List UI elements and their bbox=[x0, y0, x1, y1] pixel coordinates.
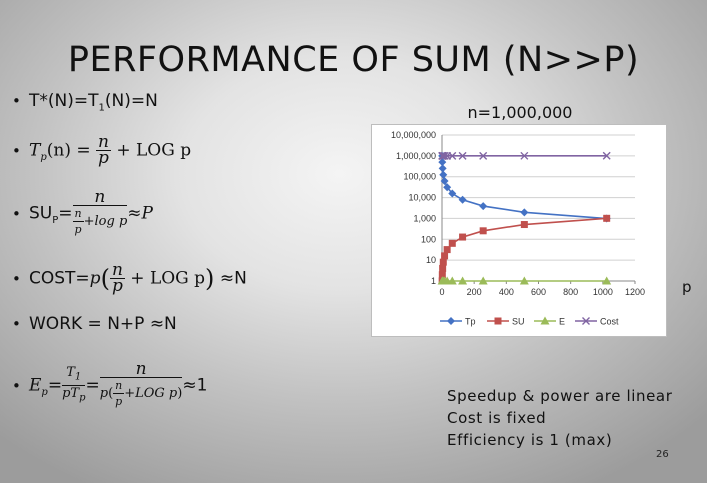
efficiency-fraction-1: T1 pTp bbox=[62, 365, 86, 404]
legend-label-su: SU bbox=[512, 317, 525, 327]
x-tick-label: 1000 bbox=[593, 287, 613, 297]
x-tick-label: 200 bbox=[467, 287, 482, 297]
point-e bbox=[478, 276, 488, 285]
point-su bbox=[459, 233, 467, 241]
point-tp bbox=[443, 183, 452, 192]
point-tp bbox=[438, 164, 447, 173]
legend-marker-cost bbox=[582, 317, 590, 325]
point-su bbox=[439, 264, 447, 272]
chart-frame: 1 10 100 1,000 10,000 100,000 1,000,000 10,000,… bbox=[371, 124, 667, 337]
bullet-dot: • bbox=[12, 376, 21, 395]
legend-marker-tp bbox=[447, 317, 455, 325]
point-su bbox=[441, 252, 449, 260]
y-tick-label: 10 bbox=[426, 255, 436, 265]
point-tp bbox=[520, 208, 529, 217]
point-tp bbox=[458, 195, 467, 204]
point-tp bbox=[439, 170, 448, 179]
point-cost bbox=[458, 151, 467, 160]
y-tick-label: 1 bbox=[431, 276, 436, 286]
bullet-speedup: • SUP= n n p +log p ≈P bbox=[12, 187, 153, 237]
point-su bbox=[439, 258, 447, 266]
point-tp bbox=[479, 202, 488, 211]
x-axis-label: p bbox=[682, 278, 692, 296]
y-tick-label: 10,000,000 bbox=[391, 130, 436, 140]
bullet-dot: • bbox=[12, 269, 21, 288]
point-cost bbox=[520, 151, 529, 160]
legend-label-e: E bbox=[559, 317, 565, 327]
bullet-t-star: • T*(N)=T1(N)=N bbox=[12, 91, 158, 114]
efficiency-fraction-2: n p(n p +LOG p) bbox=[99, 359, 183, 408]
chart-title: n=1,000,000 bbox=[467, 103, 573, 122]
x-tick-label: 400 bbox=[499, 287, 514, 297]
bullet-cost: • COST=p(n p + LOG p) ≈N bbox=[12, 260, 247, 296]
y-tick-label: 100 bbox=[421, 234, 436, 244]
bullet-dot: • bbox=[12, 92, 21, 110]
point-cost bbox=[479, 151, 488, 160]
note-speedup: Speedup & power are linear bbox=[447, 387, 673, 405]
bullet-efficiency: • Ep= T1 pTp = n p(n p +LOG p) ≈1 bbox=[12, 359, 208, 409]
x-tick-label: 800 bbox=[563, 287, 578, 297]
legend-marker-e bbox=[540, 316, 550, 325]
y-tick-label: 1,000,000 bbox=[396, 151, 436, 161]
point-su bbox=[520, 221, 528, 229]
point-cost bbox=[448, 151, 457, 160]
point-tp bbox=[438, 158, 447, 167]
point-su bbox=[438, 271, 446, 279]
point-tp bbox=[448, 189, 457, 198]
x-tick-label: 0 bbox=[439, 287, 444, 297]
point-su bbox=[448, 239, 456, 247]
bullet-dot: • bbox=[12, 141, 21, 160]
speedup-fraction: n n p +log p bbox=[72, 187, 128, 236]
bullet-work: • WORK = N+P ≈N bbox=[12, 314, 177, 334]
y-tick-label: 100,000 bbox=[403, 172, 436, 182]
legend-marker-su bbox=[494, 317, 502, 325]
y-tick-label: 10,000 bbox=[408, 193, 436, 203]
x-tick-label: 1200 bbox=[625, 287, 645, 297]
page-number: 26 bbox=[656, 449, 669, 460]
bullet-dot: • bbox=[12, 315, 21, 333]
note-efficiency: Efficiency is 1 (max) bbox=[447, 431, 613, 449]
legend-label-tp: Tp bbox=[465, 317, 476, 327]
legend-label-cost: Cost bbox=[600, 317, 619, 327]
line-chart: 1 10 100 1,000 10,000 100,000 1,000,000 10,000,… bbox=[391, 130, 645, 327]
point-su bbox=[443, 246, 451, 254]
note-cost: Cost is fixed bbox=[447, 409, 547, 427]
point-e bbox=[447, 276, 457, 285]
y-tick-label: 1,000 bbox=[413, 213, 436, 223]
point-cost bbox=[602, 151, 611, 160]
point-cost bbox=[440, 151, 449, 160]
point-e bbox=[458, 276, 468, 285]
point-e bbox=[519, 276, 529, 285]
point-e bbox=[602, 276, 612, 285]
bullet-dot: • bbox=[12, 204, 21, 223]
x-tick-label: 600 bbox=[531, 287, 546, 297]
slide-title: PERFORMANCE OF SUM (N>>P) bbox=[67, 40, 640, 80]
point-su bbox=[479, 227, 487, 235]
point-tp bbox=[440, 176, 449, 185]
point-su bbox=[603, 214, 611, 222]
